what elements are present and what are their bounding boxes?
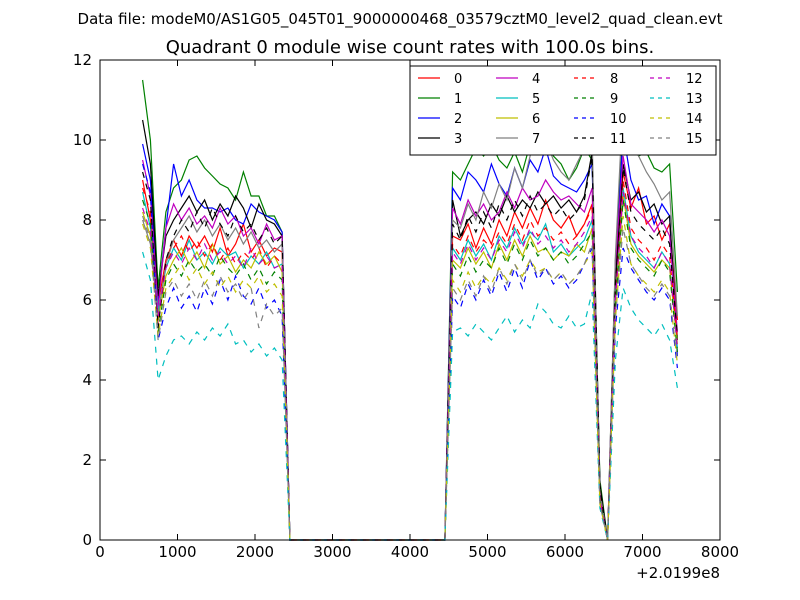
x-tick-label: 6000 xyxy=(546,543,584,561)
legend-label-12: 12 xyxy=(686,72,703,87)
legend-label-14: 14 xyxy=(686,112,703,127)
series-line-2 xyxy=(142,131,678,541)
x-tick-label: 5000 xyxy=(468,543,506,561)
series-line-3 xyxy=(142,119,678,541)
legend-label-6: 6 xyxy=(532,112,540,127)
series-line-12 xyxy=(142,191,678,541)
chart-suptitle: Data file: modeM0/AS1G05_045T01_90000004… xyxy=(78,10,723,29)
legend-frame xyxy=(409,65,717,156)
x-tick-label: 8000 xyxy=(701,543,739,561)
chart-title: Quadrant 0 module wise count rates with … xyxy=(166,37,655,58)
y-tick-label: 4 xyxy=(82,371,92,389)
legend-label-11: 11 xyxy=(610,132,627,147)
legend-label-0: 0 xyxy=(454,72,462,87)
legend-label-3: 3 xyxy=(454,132,462,147)
series-line-11 xyxy=(142,155,678,541)
x-tick-label: 3000 xyxy=(313,543,351,561)
x-tick-label: 2000 xyxy=(236,543,274,561)
y-tick-label: 10 xyxy=(73,131,92,149)
y-tick-label: 8 xyxy=(82,211,92,229)
legend-label-5: 5 xyxy=(532,92,540,107)
legend-label-8: 8 xyxy=(610,72,618,87)
legend-label-7: 7 xyxy=(532,132,540,147)
y-tick-label: 12 xyxy=(73,51,92,69)
legend-label-13: 13 xyxy=(686,92,703,107)
legend-label-10: 10 xyxy=(610,112,627,127)
legend-label-15: 15 xyxy=(686,132,703,147)
series-line-7 xyxy=(142,99,678,541)
x-tick-label: 7000 xyxy=(623,543,661,561)
legend-label-4: 4 xyxy=(532,72,540,87)
y-tick-label: 0 xyxy=(82,531,92,549)
y-tick-label: 2 xyxy=(82,451,92,469)
legend-label-2: 2 xyxy=(454,112,462,127)
x-tick-label: 4000 xyxy=(391,543,429,561)
x-tick-label: 0 xyxy=(95,543,105,561)
x-tick-label: 1000 xyxy=(158,543,196,561)
axis-ticks: 0 1000 2000 3000 4000 5000 6000 7000 80000246810… xyxy=(73,51,739,561)
y-tick-label: 6 xyxy=(82,291,92,309)
legend-label-9: 9 xyxy=(610,92,618,107)
x-offset-label: +2.0199e8 xyxy=(636,564,720,582)
series-line-8 xyxy=(142,179,678,541)
legend-label-1: 1 xyxy=(454,92,462,107)
